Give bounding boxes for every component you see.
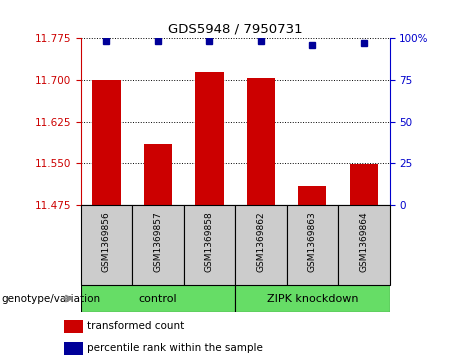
Bar [338,205,390,285]
Text: transformed count: transformed count [88,321,185,331]
Text: percentile rank within the sample: percentile rank within the sample [88,343,263,353]
Bar [92,80,121,205]
Text: GSM1369862: GSM1369862 [256,212,266,272]
Bar [235,285,390,312]
Title: GDS5948 / 7950731: GDS5948 / 7950731 [168,23,302,36]
Bar [81,205,132,285]
Bar [298,185,326,205]
Bar [235,205,287,285]
Bar [132,205,183,285]
Bar [64,342,83,355]
Text: GSM1369857: GSM1369857 [154,212,162,272]
Bar [81,285,235,312]
Text: GSM1369858: GSM1369858 [205,212,214,272]
Text: GSM1369856: GSM1369856 [102,212,111,272]
Text: GSM1369864: GSM1369864 [359,212,368,272]
Bar [195,72,224,205]
Bar [183,205,235,285]
Text: genotype/variation: genotype/variation [1,294,101,303]
Bar [287,205,338,285]
Text: control: control [139,294,177,303]
Bar [144,144,172,205]
Bar [247,78,275,205]
Text: GSM1369863: GSM1369863 [308,212,317,272]
Text: ZIPK knockdown: ZIPK knockdown [266,294,358,303]
Bar [349,164,378,205]
Bar [64,319,83,333]
